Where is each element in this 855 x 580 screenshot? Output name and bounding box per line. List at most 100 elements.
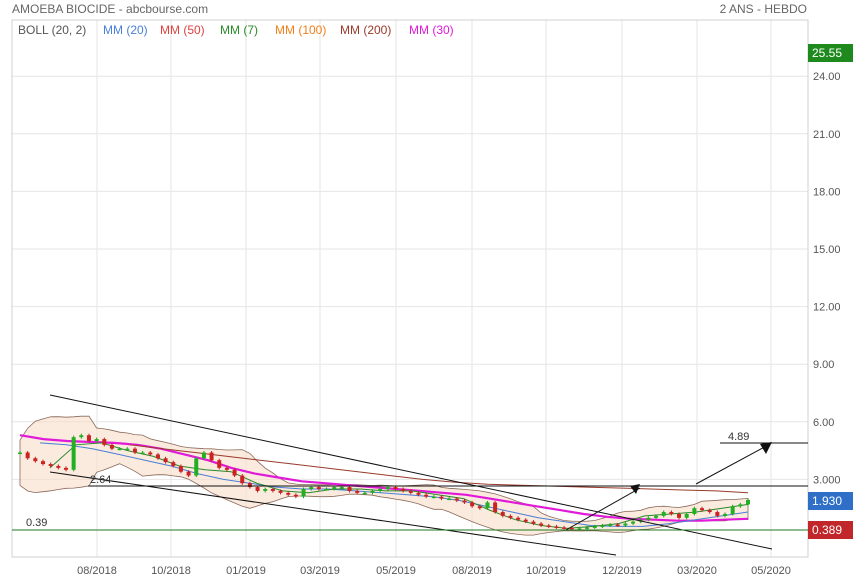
y-tick-label: 21.00 (813, 129, 841, 141)
legend-item: MM (20) (103, 23, 148, 37)
candle-body (79, 435, 84, 438)
candle-body (339, 487, 344, 489)
candle-body (301, 489, 306, 497)
candle-body (569, 527, 574, 530)
candle-body (278, 490, 283, 493)
candle-body (247, 483, 252, 488)
candle-body (508, 515, 513, 518)
x-tick-label: 05/2020 (751, 565, 791, 577)
candle-body (370, 490, 375, 493)
candle-body (224, 467, 229, 470)
candle-body (148, 452, 153, 455)
candle-body (692, 508, 697, 514)
legend-item: MM (50) (160, 23, 205, 37)
annotation-label: 0.39 (26, 517, 47, 529)
candle-body (424, 494, 429, 497)
candle-body (661, 512, 666, 516)
y-tick-label: 18.00 (813, 186, 841, 198)
candle-body (746, 499, 750, 505)
candle-body (470, 502, 475, 507)
candle-body (293, 494, 298, 497)
candle-body (117, 448, 122, 451)
candle-body (18, 452, 22, 455)
trend-lines (12, 394, 808, 556)
candle-body (178, 465, 183, 472)
candle-body (209, 452, 214, 461)
candle-body (408, 490, 413, 493)
candle-body (546, 525, 551, 527)
candle-body (516, 517, 521, 520)
price-label: 1.930 (812, 494, 842, 508)
x-tick-label: 05/2019 (376, 565, 416, 577)
x-tick-label: 10/2018 (151, 565, 191, 577)
candle-body (186, 471, 191, 476)
candle-body (332, 487, 337, 489)
x-tick-label: 08/2019 (452, 565, 492, 577)
candle-body (125, 448, 130, 451)
legend-item: MM (200) (340, 23, 391, 37)
x-tick-label: 03/2019 (300, 565, 340, 577)
candle-body (654, 515, 659, 518)
trend-line-upper (49, 394, 773, 550)
candle-body (56, 465, 61, 468)
candle-body (539, 523, 544, 526)
arrow-head-1 (630, 484, 640, 494)
price-labels: 25.55 1.930 0.389 (808, 44, 853, 539)
x-tick-label: 10/2019 (526, 565, 566, 577)
annotations: 4.89 2.64 0.39 (26, 431, 749, 529)
y-axis: 3.000 6.00 9.00 12.00 15.00 18.00 21.00 24.00 (813, 71, 841, 486)
candle-body (40, 461, 45, 465)
chart-legend: BOLL (20, 2) MM (20) MM (50) MM (7) MM (100)… (18, 23, 454, 37)
plot-frame (11, 19, 809, 558)
candles (18, 433, 750, 530)
candle-body (462, 500, 467, 503)
candle-body (592, 526, 597, 528)
candle-body (194, 458, 199, 476)
legend-item: MM (100) (275, 23, 326, 37)
legend-item: BOLL (20, 2) (18, 23, 86, 37)
candle-body (707, 510, 712, 513)
candle-body (585, 527, 590, 529)
x-tick-label: 01/2019 (226, 565, 266, 577)
candle-body (623, 523, 628, 526)
candle-body (33, 458, 38, 462)
candle-body (309, 487, 314, 489)
candle-body (669, 512, 674, 514)
candle-body (155, 454, 160, 459)
candle-body (615, 524, 620, 527)
candle-body (86, 435, 91, 441)
candle-body (646, 517, 651, 520)
annotation-label: 4.89 (728, 431, 749, 443)
moving-average-line (39, 442, 749, 527)
candle-body (324, 489, 329, 491)
candle-body (700, 508, 705, 511)
candle-body (577, 528, 582, 530)
candle-body (270, 489, 275, 491)
price-label-box (808, 44, 853, 62)
candle-body (217, 460, 222, 468)
candle-body (600, 525, 605, 527)
candle-body (401, 489, 406, 491)
candle-body (723, 513, 728, 516)
candle-body (362, 492, 367, 495)
candle-body (431, 496, 436, 499)
candle-body (385, 487, 390, 489)
candle-body (416, 492, 421, 495)
price-label: 25.55 (812, 46, 842, 60)
candle-body (493, 502, 498, 513)
x-tick-label: 03/2020 (677, 565, 717, 577)
candle-body (454, 498, 459, 501)
x-tick-label: 08/2018 (77, 565, 117, 577)
candle-body (631, 521, 636, 524)
annotation-label: 2.64 (90, 474, 111, 486)
candle-body (240, 475, 245, 484)
candle-body (316, 487, 321, 489)
x-tick-label: 12/2019 (602, 565, 642, 577)
candle-body (94, 439, 99, 441)
candle-body (439, 496, 444, 499)
candle-body (608, 524, 613, 527)
chart-period: 2 ANS - HEBDO (719, 2, 807, 16)
y-tick-label: 3.000 (813, 474, 841, 486)
candle-body (171, 462, 176, 466)
